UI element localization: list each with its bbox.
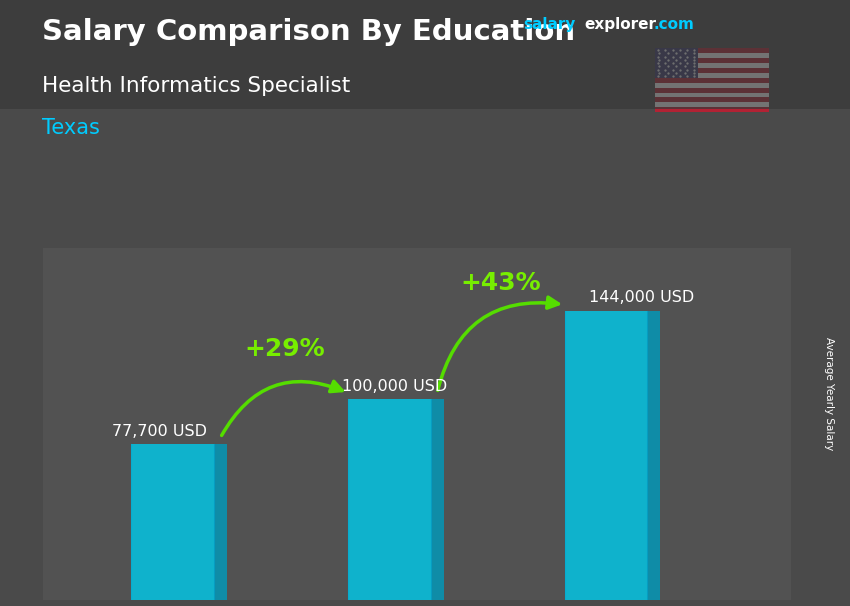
Text: Health Informatics Specialist: Health Informatics Specialist <box>42 76 351 96</box>
Text: 100,000 USD: 100,000 USD <box>342 379 447 394</box>
Bar <box>565 311 648 600</box>
Text: explorer: explorer <box>584 17 656 32</box>
Bar <box>654 58 769 63</box>
Bar <box>132 444 214 600</box>
Text: +43%: +43% <box>461 271 541 295</box>
Text: +29%: +29% <box>244 337 325 361</box>
Bar <box>654 98 769 102</box>
Bar <box>654 48 698 78</box>
Bar <box>654 78 769 83</box>
Bar <box>654 53 769 58</box>
Polygon shape <box>648 311 660 600</box>
Bar <box>654 63 769 68</box>
Bar <box>654 93 769 98</box>
Polygon shape <box>214 444 227 600</box>
Bar <box>654 48 769 53</box>
Text: 77,700 USD: 77,700 USD <box>112 424 207 439</box>
Bar <box>654 88 769 93</box>
Bar <box>654 68 769 73</box>
Text: 144,000 USD: 144,000 USD <box>589 290 694 305</box>
Text: .com: .com <box>654 17 694 32</box>
Text: Average Yearly Salary: Average Yearly Salary <box>824 338 834 450</box>
Text: Texas: Texas <box>42 118 100 138</box>
Bar <box>654 83 769 88</box>
Bar <box>654 73 769 78</box>
Bar <box>654 102 769 107</box>
Bar <box>348 399 431 600</box>
Text: Salary Comparison By Education: Salary Comparison By Education <box>42 18 575 46</box>
Text: salary: salary <box>523 17 575 32</box>
Polygon shape <box>431 399 444 600</box>
Bar <box>654 107 769 112</box>
